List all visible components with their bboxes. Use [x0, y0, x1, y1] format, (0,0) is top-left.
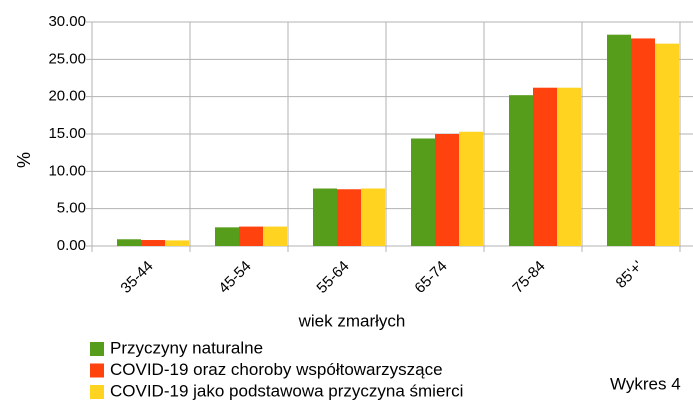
y-tick-label: 5.00 [57, 200, 86, 217]
bar [215, 227, 239, 246]
y-tick-label: 10.00 [48, 162, 86, 179]
legend-label: Przyczyny naturalne [110, 338, 263, 357]
x-tick-label: 55-64 [313, 258, 352, 297]
bar [313, 188, 337, 246]
x-tick-label: 45-54 [215, 258, 254, 297]
legend-swatch [90, 342, 104, 356]
bar [509, 95, 533, 246]
y-tick-label: 30.00 [48, 13, 86, 30]
legend-swatch [90, 385, 104, 399]
bar [655, 43, 679, 246]
bar [117, 239, 141, 246]
x-tick-label: 85'+' [613, 258, 647, 292]
bar [631, 38, 655, 246]
bar [337, 189, 361, 246]
bar [361, 188, 385, 246]
y-axis-label: % [14, 152, 34, 168]
x-tick-label: 75-84 [509, 258, 548, 297]
legend-swatch [90, 363, 104, 378]
bar [607, 34, 631, 247]
bar [239, 226, 263, 246]
legend-label: COVID-19 jako podstawowa przyczyna śmier… [110, 381, 463, 400]
x-tick-label: 65-74 [411, 258, 450, 297]
bar [533, 87, 557, 246]
bar [263, 226, 287, 246]
bar [557, 87, 581, 246]
y-tick-label: 15.00 [48, 125, 86, 142]
bar [141, 240, 165, 246]
x-axis-label: wiek zmarłych [298, 311, 406, 330]
x-tick-label: 35-44 [117, 258, 156, 297]
annotation: Wykres 4 [610, 374, 681, 393]
legend-label: COVID-19 oraz choroby współtowarzyszące [110, 360, 443, 379]
y-tick-label: 0.00 [57, 237, 86, 254]
y-tick-label: 20.00 [48, 88, 86, 105]
bar [435, 134, 459, 246]
bar [165, 240, 189, 246]
bar [459, 131, 483, 246]
y-tick-label: 25.00 [48, 50, 86, 67]
bar [411, 138, 435, 246]
